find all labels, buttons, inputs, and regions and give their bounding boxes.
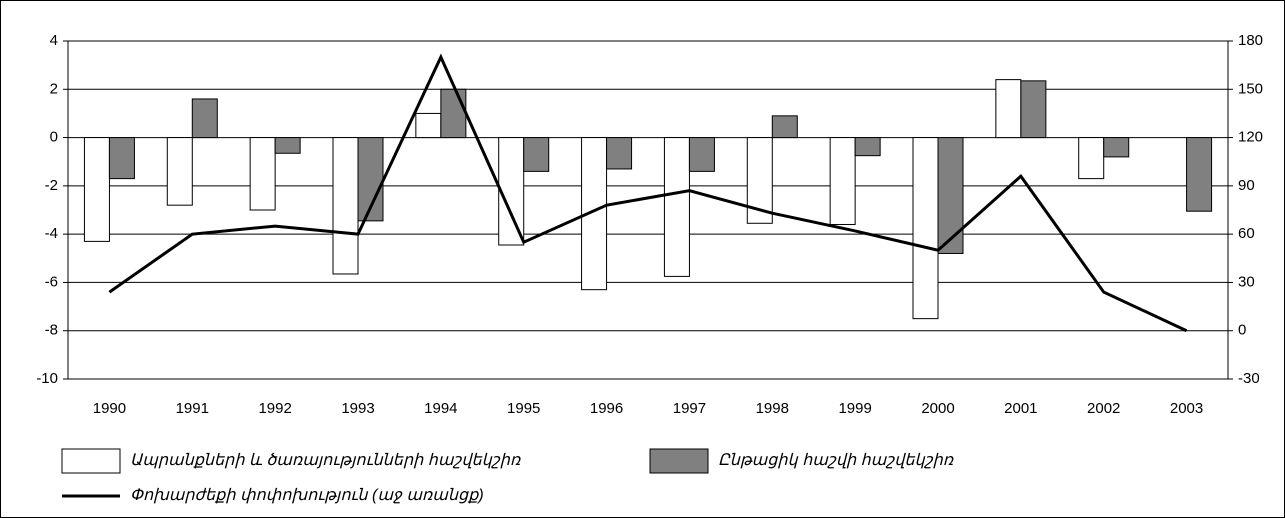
legend-swatch [649,448,709,474]
bar [498,137,525,246]
bar [440,88,467,139]
bar [83,137,110,242]
y2-tick-label: 30 [1238,273,1255,290]
legend-label: Ընթացիկ հաշվի հաշվեկշիռ [718,452,954,469]
x-tick-label: 1992 [258,400,291,417]
x-tick-label: 2001 [1004,400,1037,417]
bar [1078,137,1105,180]
bar [523,137,550,172]
y-tick-label: -10 [36,370,58,387]
bar [688,137,715,172]
bar [166,137,193,206]
x-tick-label: 1998 [756,400,789,417]
y-tick-label: -6 [45,273,58,290]
y2-tick-label: 120 [1238,129,1263,146]
bar [1186,137,1213,212]
bar [606,137,633,170]
y2-tick-label: 180 [1238,32,1263,49]
y-tick-label: -8 [45,322,58,339]
bar [912,137,939,320]
y-tick-label: -2 [45,177,58,194]
x-tick-label: 1996 [590,400,623,417]
bar [191,98,218,139]
bar [854,137,881,157]
y2-tick-label: 90 [1238,177,1255,194]
bar [581,137,608,291]
bar [1103,137,1130,158]
y2-tick-label: -30 [1238,370,1260,387]
y-tick-label: 4 [50,32,58,49]
x-tick-label: 1991 [176,400,209,417]
y-tick-label: 2 [50,80,58,97]
x-tick-label: 1990 [93,400,126,417]
y2-tick-label: 60 [1238,225,1255,242]
bar [995,79,1022,139]
bar [108,137,135,180]
x-tick-label: 2002 [1087,400,1120,417]
x-tick-label: 1993 [341,400,374,417]
y-tick-label: 0 [50,129,58,146]
bar [1020,80,1047,139]
bar [274,137,301,154]
bar [829,137,856,225]
x-tick-label: 1997 [673,400,706,417]
x-tick-label: 2003 [1170,400,1203,417]
bar [357,137,384,222]
x-tick-label: 1999 [838,400,871,417]
legend-label: Փոխարժեքի փոփոխություն (աջ առանցք) [130,487,484,504]
y2-tick-label: 150 [1238,80,1263,97]
legend-swatch [61,448,121,474]
bar [415,112,442,139]
bar [332,137,359,275]
bar [249,137,276,211]
x-tick-label: 1995 [507,400,540,417]
y2-tick-label: 0 [1238,322,1246,339]
bar [771,115,798,139]
y-tick-label: -4 [45,225,58,242]
x-tick-label: 2000 [921,400,954,417]
bar [663,137,690,277]
x-tick-label: 1994 [424,400,457,417]
line [108,53,1188,333]
bar [937,137,964,254]
legend-label: Ապրանքների և ծառայությունների հաշվեկշիռ [130,452,521,469]
